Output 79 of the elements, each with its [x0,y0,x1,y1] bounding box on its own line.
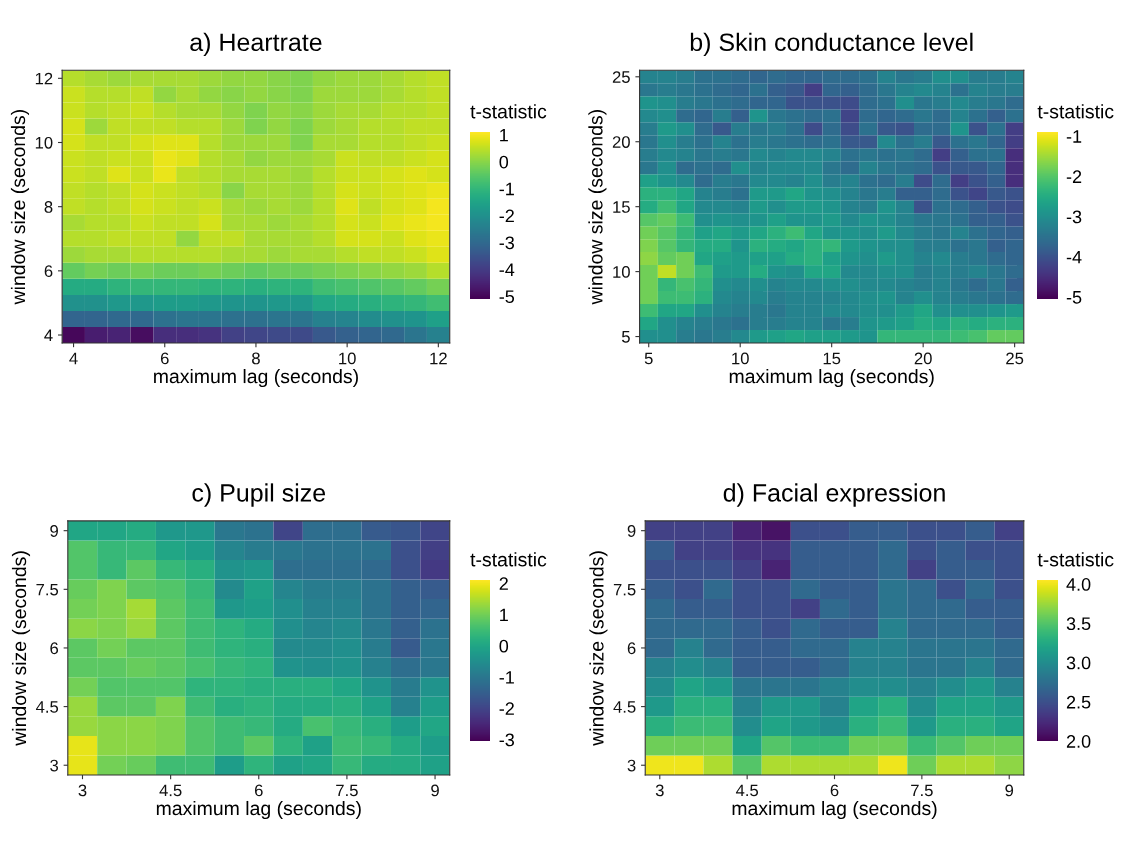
y-tick-label: 10 [35,136,53,149]
y-tick-label: 10 [613,266,630,278]
x-tick-label: 12 [430,352,447,365]
color-bar-label: -1 [499,182,514,196]
y-tick-label: 3 [50,759,59,772]
chart-title: a) Heartrate [190,32,322,57]
y-axis-title: window size (seconds) [588,110,607,305]
color-bar-label: 3.0 [1066,656,1091,670]
y-tick-label: 7.5 [36,583,59,596]
color-bar-label: -2 [1066,170,1082,183]
x-tick-label: 25 [1006,352,1024,365]
x-axis-title: maximum lag (seconds) [154,368,358,388]
color-bar-label: 1 [500,128,508,142]
y-tick-label: 9 [50,525,58,537]
x-tick-label: 4.5 [735,784,759,797]
color-bar-label: 4.0 [1066,578,1091,591]
color-bar-title: t-statistic [470,552,547,567]
color-bar-label: -1 [1066,130,1082,143]
x-axis-title: maximum lag (seconds) [729,368,934,388]
x-tick-label: 9 [1005,784,1014,797]
x-tick-label: 10 [732,352,749,365]
y-tick-label: 25 [612,71,630,83]
color-bar-label: -1 [499,671,514,684]
color-bar-label: 1 [500,608,508,622]
y-tick-label: 12 [35,72,53,85]
x-tick-label: 9 [431,784,439,797]
chart-title: c) Pupil size [192,483,326,507]
color-bar-label: -2 [499,209,514,223]
y-axis-title: window size (seconds) [10,110,30,305]
chart-title: d) Facial expression [723,483,945,507]
y-tick-label: 7.5 [613,583,636,596]
x-tick-label: 5 [644,352,653,365]
color-bar-label: 2 [499,577,508,590]
y-tick-label: 5 [621,331,630,343]
color-bar-label: -3 [499,236,515,250]
chart-title: b) Skin conductance level [690,32,973,57]
x-tick-label: 7.5 [911,784,933,797]
x-tick-label: 7.5 [336,784,358,797]
x-tick-label: 6 [160,352,169,365]
x-tick-label: 20 [914,352,932,365]
color-bar-label: -3 [499,733,515,747]
y-tick-label: 8 [44,201,53,213]
x-tick-label: 3 [78,784,87,797]
color-bar-label: -2 [499,702,514,715]
x-axis-title: maximum lag (seconds) [156,800,361,820]
x-tick-label: 4.5 [159,784,182,797]
x-tick-label: 8 [252,352,260,365]
x-axis-title: maximum lag (seconds) [732,800,937,820]
color-bar-label: -3 [1066,210,1082,224]
color-bar-label: 0 [499,155,509,169]
color-bar-label: 2.0 [1066,735,1091,748]
y-axis-title: window size (seconds) [589,551,608,746]
color-bar-title: t-statistic [1037,552,1114,567]
y-tick-label: 6 [44,265,53,278]
x-tick-label: 3 [655,784,664,797]
x-tick-label: 6 [254,784,263,797]
color-bar-title: t-statistic [470,104,547,119]
x-tick-label: 6 [830,784,839,797]
y-tick-label: 4.5 [35,701,59,713]
y-tick-label: 6 [627,642,636,655]
color-bar-label: -4 [499,263,515,276]
x-tick-label: 15 [823,352,841,365]
y-tick-label: 4.5 [613,701,636,713]
color-bar-label: -5 [1066,291,1082,304]
y-tick-label: 15 [613,201,630,213]
y-tick-label: 6 [50,642,59,655]
y-tick-label: 20 [612,136,630,148]
color-bar-label: 2.5 [1066,695,1091,709]
color-bar-title: t-statistic [1037,104,1114,119]
x-tick-label: 10 [339,352,356,365]
x-tick-label: 4 [69,352,78,365]
color-bar-label: 3.5 [1066,617,1091,631]
color-bar-label: 0 [499,639,509,653]
y-tick-label: 3 [627,759,636,772]
y-tick-label: 9 [627,525,636,537]
color-bar-label: -5 [499,290,515,304]
y-axis-title: window size (seconds) [11,551,31,746]
y-tick-label: 4 [44,329,53,342]
color-bar-label: -4 [1066,250,1082,264]
